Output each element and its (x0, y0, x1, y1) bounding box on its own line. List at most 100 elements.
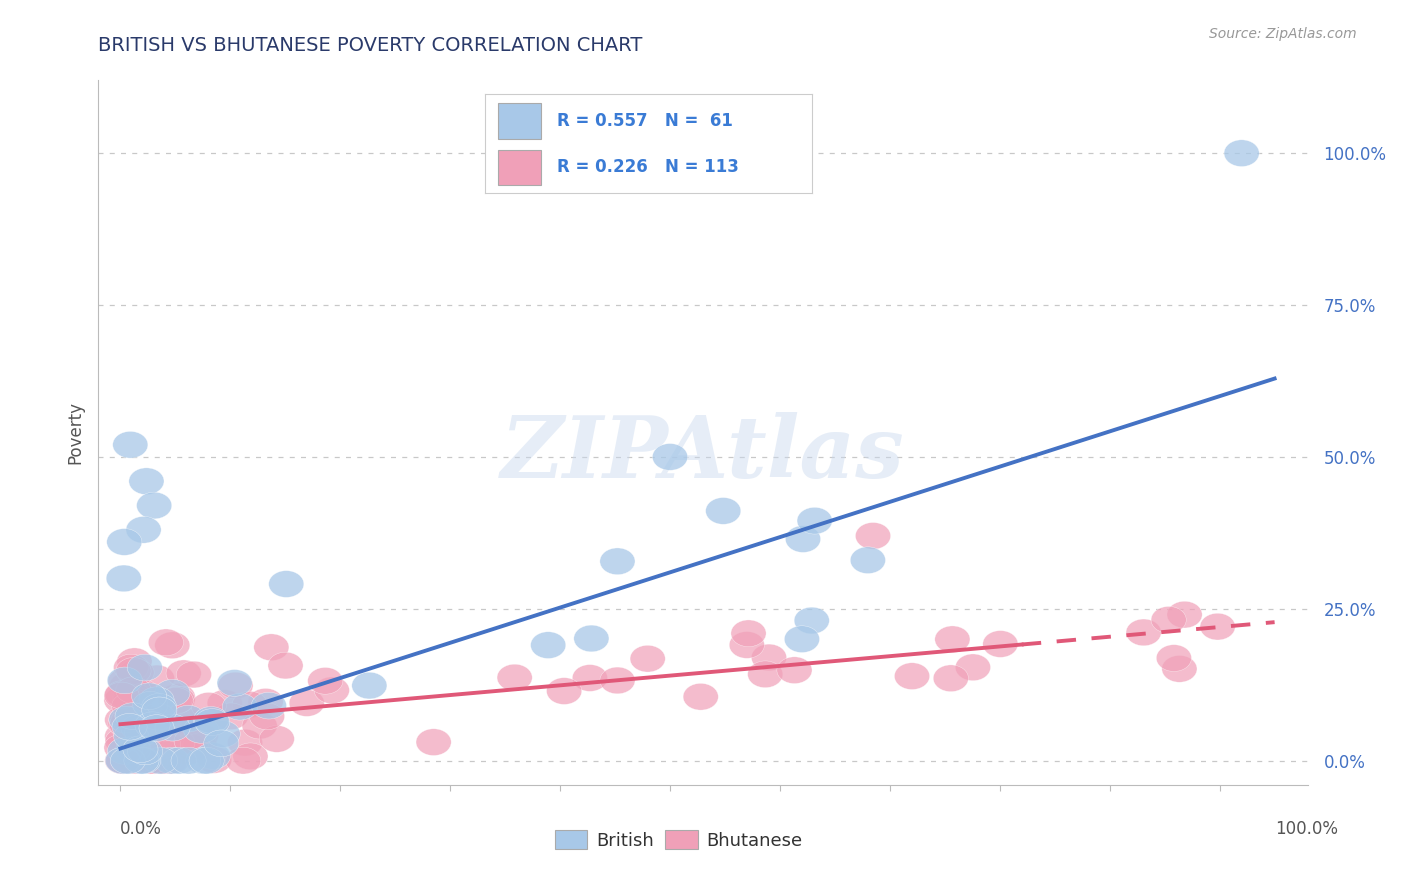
Ellipse shape (115, 737, 150, 764)
Ellipse shape (110, 711, 145, 738)
Ellipse shape (498, 665, 533, 691)
Ellipse shape (105, 747, 141, 774)
Ellipse shape (122, 708, 157, 735)
Ellipse shape (125, 708, 160, 735)
Ellipse shape (112, 432, 148, 458)
Ellipse shape (170, 706, 205, 732)
Ellipse shape (105, 747, 141, 774)
Ellipse shape (794, 607, 830, 634)
Ellipse shape (207, 690, 242, 716)
Ellipse shape (121, 714, 156, 741)
Ellipse shape (314, 677, 350, 704)
Ellipse shape (176, 661, 211, 688)
Ellipse shape (139, 714, 174, 741)
Ellipse shape (1126, 619, 1161, 646)
Ellipse shape (269, 652, 304, 679)
Ellipse shape (730, 632, 765, 658)
Ellipse shape (145, 747, 180, 774)
Ellipse shape (108, 711, 143, 738)
Ellipse shape (159, 688, 194, 714)
Ellipse shape (934, 665, 969, 691)
Text: ZIPAtlas: ZIPAtlas (501, 412, 905, 496)
Ellipse shape (170, 739, 205, 765)
Ellipse shape (252, 692, 287, 719)
Ellipse shape (174, 728, 209, 755)
Ellipse shape (146, 731, 181, 758)
Ellipse shape (127, 654, 163, 681)
Ellipse shape (416, 729, 451, 756)
Ellipse shape (160, 686, 195, 713)
Ellipse shape (797, 508, 832, 534)
Text: 0.0%: 0.0% (120, 821, 162, 838)
Ellipse shape (183, 716, 219, 743)
Ellipse shape (107, 747, 142, 774)
Ellipse shape (112, 684, 148, 711)
Ellipse shape (778, 657, 813, 683)
Ellipse shape (191, 692, 226, 719)
Ellipse shape (574, 625, 609, 652)
Ellipse shape (117, 724, 152, 751)
Ellipse shape (253, 634, 288, 661)
Ellipse shape (104, 734, 139, 761)
Ellipse shape (111, 707, 146, 734)
Ellipse shape (117, 683, 152, 710)
Ellipse shape (129, 723, 165, 750)
Ellipse shape (128, 738, 163, 764)
Ellipse shape (308, 667, 343, 694)
Ellipse shape (107, 529, 142, 556)
Ellipse shape (225, 747, 260, 774)
Ellipse shape (600, 667, 636, 694)
Ellipse shape (169, 739, 204, 764)
Ellipse shape (855, 523, 890, 549)
Ellipse shape (748, 661, 783, 688)
Ellipse shape (169, 709, 204, 736)
Ellipse shape (114, 723, 149, 750)
Ellipse shape (1201, 614, 1236, 640)
Text: 100.0%: 100.0% (1275, 821, 1339, 838)
Ellipse shape (104, 723, 139, 749)
Ellipse shape (290, 690, 325, 716)
Ellipse shape (129, 706, 165, 732)
Ellipse shape (1161, 656, 1197, 682)
Ellipse shape (125, 719, 160, 746)
Ellipse shape (145, 747, 180, 773)
Ellipse shape (204, 730, 239, 756)
Ellipse shape (115, 657, 150, 684)
Ellipse shape (104, 706, 139, 733)
Ellipse shape (188, 747, 224, 774)
Ellipse shape (117, 690, 152, 717)
Ellipse shape (155, 747, 190, 774)
Ellipse shape (132, 714, 167, 741)
Ellipse shape (155, 680, 190, 706)
Ellipse shape (135, 712, 170, 739)
Ellipse shape (150, 741, 186, 768)
Ellipse shape (111, 693, 146, 720)
Ellipse shape (205, 721, 240, 747)
Ellipse shape (132, 747, 167, 774)
Ellipse shape (124, 679, 159, 706)
Text: BRITISH VS BHUTANESE POVERTY CORRELATION CHART: BRITISH VS BHUTANESE POVERTY CORRELATION… (98, 36, 643, 54)
Ellipse shape (1152, 607, 1187, 633)
Ellipse shape (110, 706, 145, 732)
Ellipse shape (851, 547, 886, 574)
Ellipse shape (146, 747, 181, 774)
Ellipse shape (132, 683, 167, 709)
Ellipse shape (232, 691, 267, 718)
Ellipse shape (107, 667, 142, 694)
Ellipse shape (142, 697, 177, 723)
Ellipse shape (134, 709, 169, 736)
Ellipse shape (107, 565, 142, 591)
Ellipse shape (153, 747, 188, 774)
Ellipse shape (530, 632, 565, 658)
Ellipse shape (162, 747, 197, 774)
Ellipse shape (183, 733, 218, 760)
Ellipse shape (172, 735, 207, 762)
Ellipse shape (186, 747, 221, 774)
Ellipse shape (173, 706, 208, 732)
Ellipse shape (112, 714, 148, 740)
Ellipse shape (786, 525, 821, 552)
Ellipse shape (117, 716, 152, 743)
Legend: British, Bhutanese: British, Bhutanese (548, 823, 810, 857)
Ellipse shape (706, 498, 741, 524)
Ellipse shape (630, 645, 665, 672)
